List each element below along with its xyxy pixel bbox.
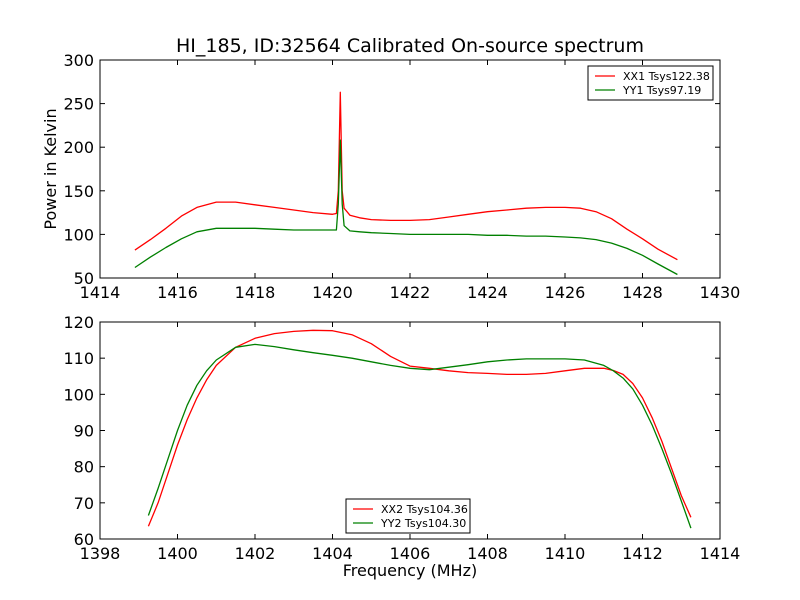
x-tick-label: 1418 [235, 283, 276, 302]
y-axis-label: Power in Kelvin [41, 108, 60, 229]
x-tick-label: 1412 [622, 544, 663, 563]
x-tick-label: 1428 [622, 283, 663, 302]
legend-entry-1: XX1 Tsys122.38 [623, 70, 710, 83]
chart-title: HI_185, ID:32564 Calibrated On-source sp… [176, 35, 644, 57]
x-tick-label: 1414 [700, 544, 741, 563]
legend-entry-2: YY2 Tsys104.30 [380, 517, 466, 530]
x-axis-label: Frequency (MHz) [343, 561, 477, 580]
legend-box [587, 65, 714, 101]
y-tick-label: 50 [74, 269, 94, 288]
y-tick-label: 120 [63, 313, 94, 332]
y-tick-label: 300 [63, 51, 94, 70]
series-line-1 [147, 329, 692, 527]
series-line-2 [147, 343, 692, 529]
y-tick-label: 70 [74, 494, 94, 513]
y-tick-label: 80 [74, 458, 94, 477]
y-tick-label: 110 [63, 349, 94, 368]
series-line-1 [134, 91, 678, 261]
legend-box [345, 498, 471, 534]
y-tick-label: 100 [63, 225, 94, 244]
y-tick-label: 60 [74, 530, 94, 549]
legend-entry-2: YY1 Tsys97.19 [622, 84, 701, 97]
x-tick-label: 1408 [467, 544, 508, 563]
x-tick-label: 1414 [80, 283, 121, 302]
series-line-2 [134, 139, 678, 276]
x-tick-label: 1402 [235, 544, 276, 563]
x-tick-label: 1430 [700, 283, 741, 302]
x-tick-label: 1416 [157, 283, 198, 302]
x-tick-label: 1406 [390, 544, 431, 563]
x-tick-label: 1404 [312, 544, 353, 563]
x-tick-label: 1400 [157, 544, 198, 563]
top-spectrum-panel: 1414 1416 1418 1420 1422 1424 1426 1428 1430 50 10… [41, 51, 740, 302]
y-tick-label: 150 [63, 182, 94, 201]
x-tick-label: 1424 [467, 283, 508, 302]
x-tick-label: 1420 [312, 283, 353, 302]
y-tick-label: 200 [63, 138, 94, 157]
x-tick-label: 1426 [545, 283, 586, 302]
legend-entry-1: XX2 Tsys104.36 [381, 503, 468, 516]
y-tick-label: 250 [63, 95, 94, 114]
bottom-spectrum-panel: 1398 1400 1402 1404 1406 1408 1410 1412 1414 60 70… [63, 313, 740, 563]
x-tick-label: 1422 [390, 283, 431, 302]
x-tick-label: 1410 [545, 544, 586, 563]
y-tick-label: 90 [74, 422, 94, 441]
x-tick-label: 1398 [80, 544, 121, 563]
y-tick-label: 100 [63, 385, 94, 404]
